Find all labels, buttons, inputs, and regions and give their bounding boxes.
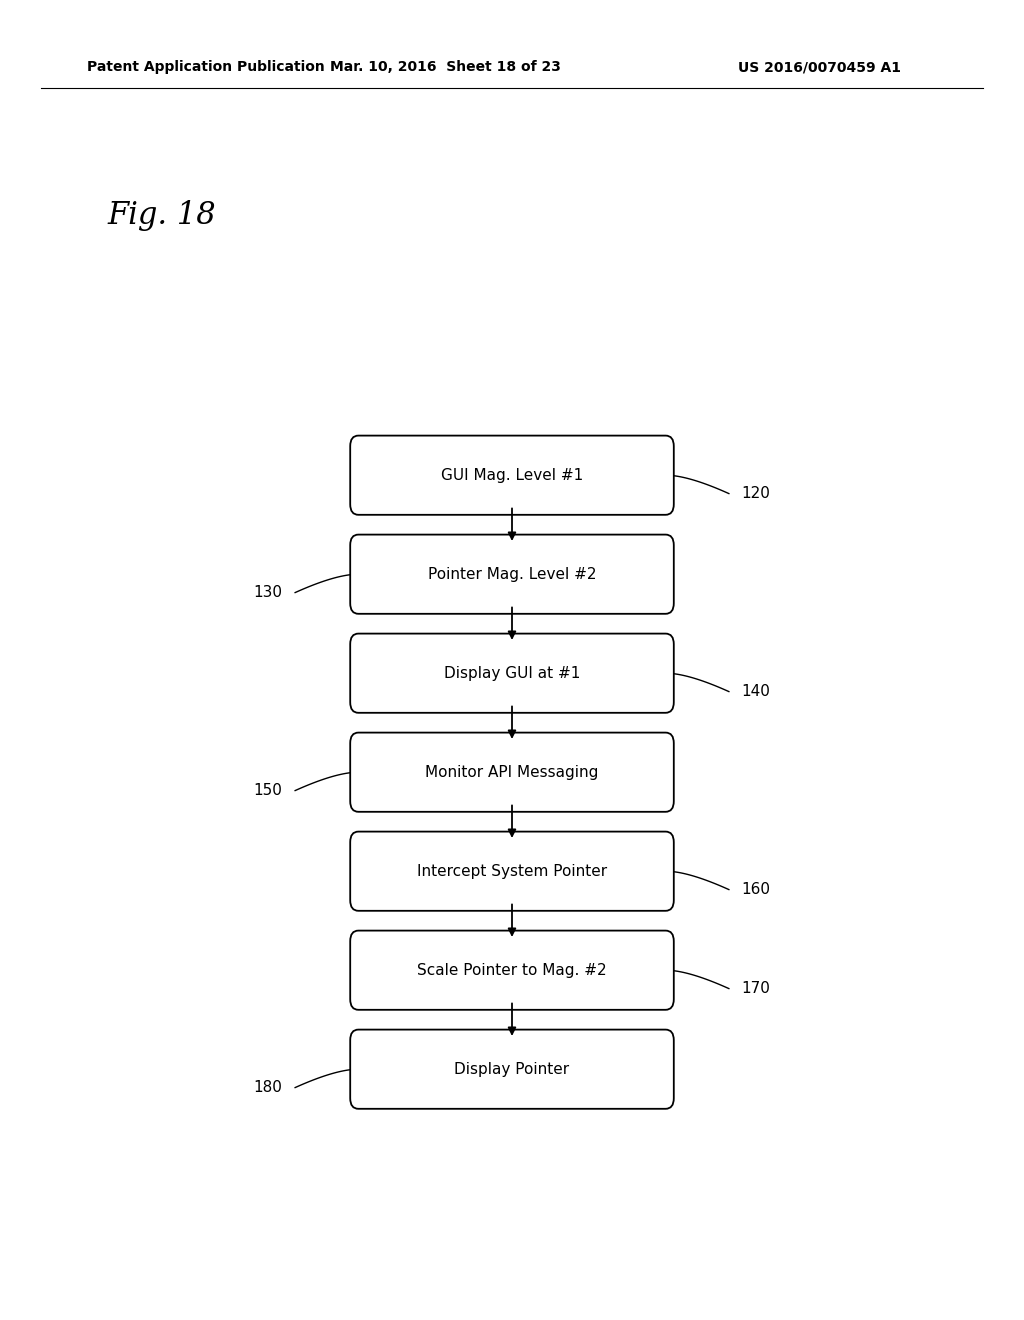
Text: Display GUI at #1: Display GUI at #1 bbox=[443, 665, 581, 681]
Text: 120: 120 bbox=[741, 486, 770, 502]
Text: GUI Mag. Level #1: GUI Mag. Level #1 bbox=[441, 467, 583, 483]
FancyBboxPatch shape bbox=[350, 832, 674, 911]
Text: Display Pointer: Display Pointer bbox=[455, 1061, 569, 1077]
Text: 180: 180 bbox=[254, 1080, 283, 1096]
FancyBboxPatch shape bbox=[350, 733, 674, 812]
Text: 150: 150 bbox=[254, 783, 283, 799]
Text: 130: 130 bbox=[254, 585, 283, 601]
Text: US 2016/0070459 A1: US 2016/0070459 A1 bbox=[737, 61, 901, 74]
FancyBboxPatch shape bbox=[350, 1030, 674, 1109]
Text: Intercept System Pointer: Intercept System Pointer bbox=[417, 863, 607, 879]
Text: Scale Pointer to Mag. #2: Scale Pointer to Mag. #2 bbox=[417, 962, 607, 978]
FancyBboxPatch shape bbox=[350, 931, 674, 1010]
Text: Pointer Mag. Level #2: Pointer Mag. Level #2 bbox=[428, 566, 596, 582]
Text: Monitor API Messaging: Monitor API Messaging bbox=[425, 764, 599, 780]
FancyBboxPatch shape bbox=[350, 436, 674, 515]
Text: 170: 170 bbox=[741, 981, 770, 997]
Text: Patent Application Publication: Patent Application Publication bbox=[87, 61, 325, 74]
FancyBboxPatch shape bbox=[350, 634, 674, 713]
Text: 160: 160 bbox=[741, 882, 770, 898]
Text: Fig. 18: Fig. 18 bbox=[108, 199, 216, 231]
Text: Mar. 10, 2016  Sheet 18 of 23: Mar. 10, 2016 Sheet 18 of 23 bbox=[330, 61, 561, 74]
FancyBboxPatch shape bbox=[350, 535, 674, 614]
Text: 140: 140 bbox=[741, 684, 770, 700]
